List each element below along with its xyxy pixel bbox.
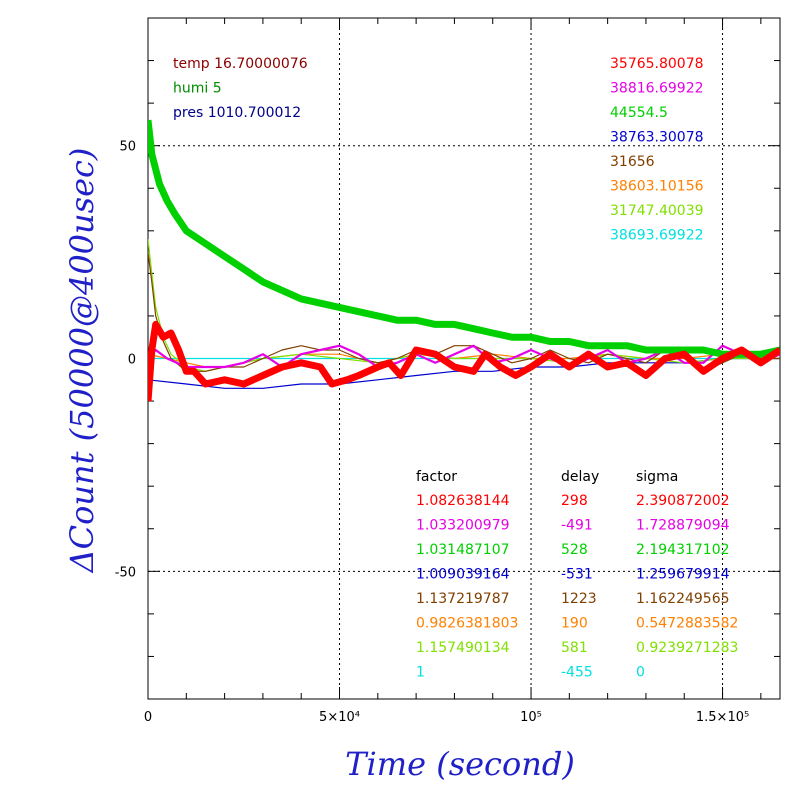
fit-table-header: sigma [636,469,678,485]
y-tick-label: 50 [119,140,136,155]
tick-labels: 0 5×10⁴ 10⁵ 1.5×10⁵ 50 0 -50 [115,140,749,725]
fit-table-cell: -491 [561,518,593,534]
fit-table-cell: 0 [636,665,645,681]
series-line-2 [148,119,780,358]
series-value-legend: 35765.80078 38816.69922 44554.5 38763.30078… [610,56,704,244]
fit-table: factor delay sigma 1.082638144 298 2.39087200… [416,469,738,681]
x-tick-label: 5×10⁴ [319,710,360,725]
fit-table-cell: 1.728879094 [636,518,730,534]
fit-table-cell: 1.137219787 [416,591,510,607]
fit-table-cell: 1.259679914 [636,567,730,583]
series-value-label: 38693.69922 [610,228,704,244]
env-info-item: humi 5 [173,81,222,97]
fit-table-cell: -531 [561,567,593,583]
fit-table-cell: 1.162249565 [636,591,730,607]
fit-table-cell: 2.390872002 [636,493,730,509]
series-line-0 [148,320,780,402]
fit-table-cell: 190 [561,616,588,632]
series-value-label: 38763.30078 [610,130,704,146]
series-value-label: 35765.80078 [610,56,704,72]
y-tick-label: 0 [128,353,136,368]
fit-table-cell: 1.082638144 [416,493,510,509]
env-info-legend: temp 16.70000076 humi 5 pres 1010.700012 [173,56,308,121]
fit-table-cell: 1 [416,665,425,681]
series-value-label: 38603.10156 [610,179,704,195]
fit-table-cell: 528 [561,542,588,558]
env-info-item: pres 1010.700012 [173,105,301,121]
x-tick-label: 10⁵ [520,710,542,725]
fit-table-cell: 2.194317102 [636,542,730,558]
fit-table-cell: 581 [561,640,588,656]
series-value-label: 31747.40039 [610,203,704,219]
env-info-item: temp 16.70000076 [173,56,308,72]
fit-table-cell: 1.157490134 [416,640,510,656]
x-tick-label: 0 [144,710,152,725]
fit-table-cell: 298 [561,493,588,509]
y-tick-label: -50 [115,565,136,580]
series-value-label: 44554.5 [610,105,668,121]
x-tick-label: 1.5×10⁵ [696,710,749,725]
fit-table-cell: 0.5472883582 [636,616,738,632]
fit-table-cell: 1223 [561,591,597,607]
fit-table-cell: 1.031487107 [416,542,510,558]
series-value-label: 31656 [610,154,655,170]
fit-table-header: factor [416,469,457,485]
fit-table-cell: 0.9239271283 [636,640,738,656]
fit-table-cell: 1.009039164 [416,567,510,583]
fit-table-cell: -455 [561,665,593,681]
fit-table-cell: 0.9826381803 [416,616,518,632]
series-value-label: 38816.69922 [610,81,704,97]
x-axis-title: Time (second) [345,745,575,783]
fit-table-cell: 1.033200979 [416,518,510,534]
fit-table-header: delay [561,469,599,485]
series-layer [148,119,780,402]
y-axis-title: ΔCount (50000@400usec) [63,148,101,575]
